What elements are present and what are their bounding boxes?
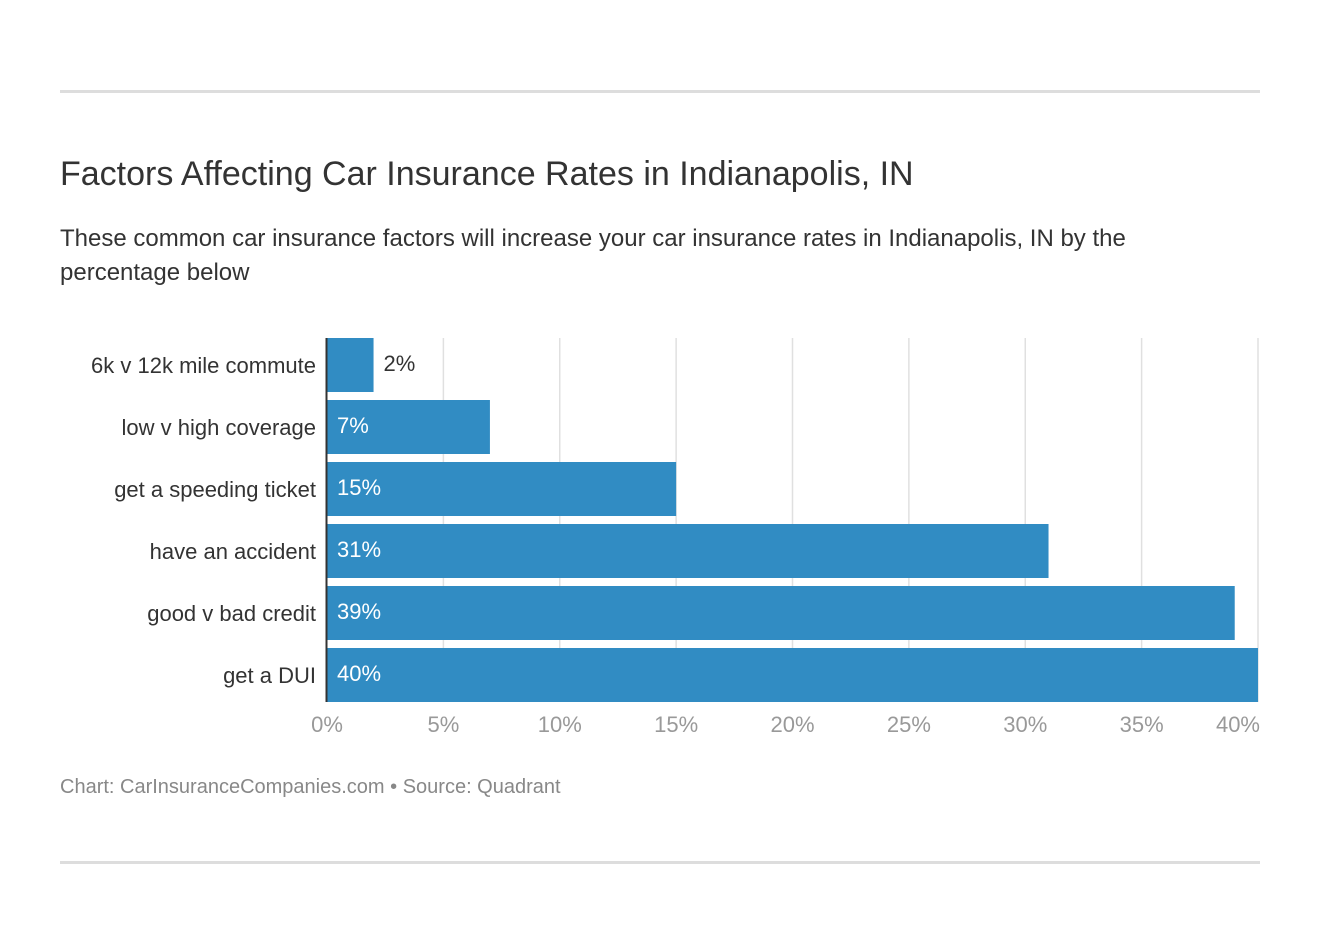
bar <box>327 400 490 454</box>
x-tick-label: 15% <box>654 712 698 737</box>
bar <box>327 524 1049 578</box>
chart-title: Factors Affecting Car Insurance Rates in… <box>60 155 914 193</box>
data-label: 15% <box>337 475 381 500</box>
x-tick-label: 30% <box>1003 712 1047 737</box>
bar <box>327 586 1235 640</box>
bar <box>327 462 677 516</box>
category-label: low v high coverage <box>122 415 316 440</box>
x-tick-label: 25% <box>887 712 931 737</box>
category-label: get a DUI <box>223 663 316 688</box>
data-label: 31% <box>337 537 381 562</box>
x-tick-label: 0% <box>311 712 343 737</box>
data-label: 40% <box>337 661 381 686</box>
chart-subtitle: These common car insurance factors will … <box>60 225 1126 286</box>
x-tick-label: 40% <box>1216 712 1260 737</box>
bottom-divider <box>60 861 1260 864</box>
category-label: have an accident <box>150 539 316 564</box>
bar <box>327 338 374 392</box>
category-label: good v bad credit <box>147 601 316 626</box>
top-divider <box>60 90 1260 93</box>
x-tick-label: 20% <box>770 712 814 737</box>
bar <box>327 648 1258 702</box>
x-tick-label: 10% <box>538 712 582 737</box>
x-tick-label: 5% <box>427 712 459 737</box>
chart-source: Chart: CarInsuranceCompanies.com • Sourc… <box>60 776 561 798</box>
data-label: 7% <box>337 413 369 438</box>
x-tick-label: 35% <box>1120 712 1164 737</box>
category-label: 6k v 12k mile commute <box>91 353 316 378</box>
data-label: 2% <box>384 351 416 376</box>
category-label: get a speeding ticket <box>114 477 316 502</box>
data-label: 39% <box>337 599 381 624</box>
